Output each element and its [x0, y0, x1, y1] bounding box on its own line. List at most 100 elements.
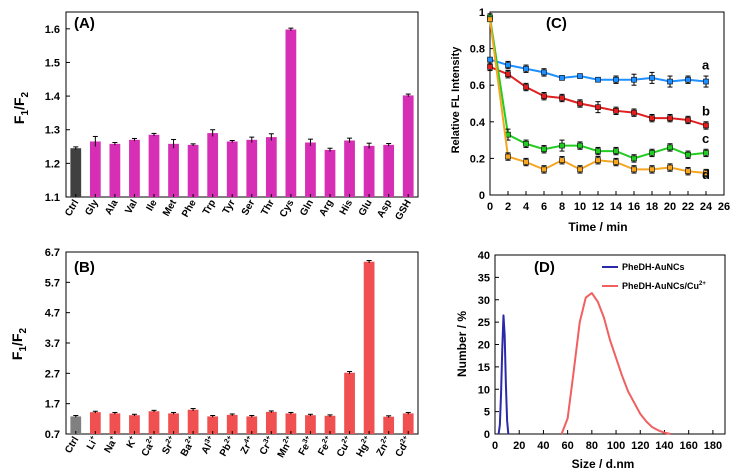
panel-c-series-b-point [541, 93, 547, 99]
panel-d-x-tick-label: 0 [492, 440, 498, 452]
panel-b-ylabel-sep: /F [9, 333, 25, 346]
panel-b-x-tick-label: Na+ [102, 435, 121, 456]
panel-b-x-tick-label-sup: 2+ [145, 435, 155, 445]
panel-b-x-tick-label: Zr4+ [238, 435, 257, 457]
panel-c-series-b-point [685, 117, 691, 123]
panel-a-bar [168, 143, 179, 197]
panel-b-x-tick-label-base: Hg [355, 442, 371, 459]
panel-c-series-a-point [505, 62, 511, 68]
panel-c-series-b-line [489, 65, 707, 127]
panel-c-series-c-point [541, 146, 547, 153]
panel-b-bar [383, 416, 395, 434]
panel-b-x-tick-label-sup: 2+ [184, 435, 194, 445]
panel-c-series-d-point [649, 166, 655, 173]
panel-a-bar [70, 148, 82, 197]
panel-c-series-b-point [649, 115, 655, 121]
panel-c-series-b-point [703, 122, 709, 129]
panel-b-x-tick-label-sup: 2+ [399, 435, 409, 445]
panel-b-x-tick-label-base: Pb [218, 442, 234, 459]
panel-d-x-tick-label: 120 [631, 440, 649, 452]
panel-a-bar [285, 29, 297, 198]
panel-b-x-tick-label-base: Cd [394, 442, 410, 459]
panel-b-bar [226, 414, 238, 434]
panel-d-x-tick-label: 140 [655, 440, 673, 452]
panel-b-bar [109, 413, 121, 434]
panel-b-bar [207, 416, 219, 434]
panel-a-y-tick-label: 1.5 [45, 57, 60, 69]
panel-a-x-tick-label: Ile [145, 198, 160, 214]
panel-c-x-tick-label: 4 [523, 201, 530, 213]
panel-c-series-d-point [505, 153, 511, 160]
panel-a-x-tick-label: Gln [298, 198, 316, 218]
panel-c-series-c-point [559, 142, 565, 149]
panel-a-x-tick-label: GSH [393, 198, 413, 222]
panel-a-ylabel-sub1: 1 [20, 110, 31, 116]
panel-b-x-tick-label-base: Cu [335, 442, 351, 459]
panel-a-bar [344, 140, 355, 197]
panel-d-y-axis-label: Number / % [455, 311, 469, 377]
panel-d-x-tick-label: 80 [586, 440, 598, 452]
panel-a-bar [265, 137, 277, 197]
panel-b-bar [344, 372, 355, 434]
panel-c-series-b-point [595, 104, 601, 110]
panel-b-x-tick-label: Cu2+ [334, 435, 355, 459]
panel-a-x-tick-label: Arg [317, 198, 335, 218]
panel-c-series-d-point [613, 159, 619, 165]
panel-a-bar-chart: 1.1 1.2 1.3 1.4 1.5 1.6 Ctrl Gly Ala Val Ile Met Phe… [45, 11, 419, 222]
panel-a-plot-frame [65, 11, 419, 198]
panel-b-bar [402, 413, 414, 434]
panel-c-series-d-point [595, 157, 601, 164]
panel-b-x-tick-label: Pb2+ [217, 435, 238, 459]
panel-b-x-tick-label-base: Sr [160, 442, 175, 457]
panel-d-series-0-line [497, 314, 510, 435]
panel-a-x-tick-label: Gly [83, 198, 101, 218]
panel-a-y-tick-label: 1.4 [45, 91, 61, 103]
panel-a-x-tick-label: Thr [259, 198, 277, 218]
panel-b-x-tick-label: Ctrl [63, 435, 81, 456]
panel-c-x-tick-label: 18 [646, 201, 658, 213]
panel-b-x-tick-label-sup: + [128, 435, 136, 442]
panel-b-y-tick-label: 4.7 [45, 308, 60, 320]
panel-c-x-tick-label: 2 [505, 201, 511, 213]
panel-d-x-tick-label: 180 [704, 440, 722, 452]
legend-label-pheDH-AuNCs: PheDH-AuNCs [622, 262, 685, 272]
panel-d-y-tick-label: 25 [478, 317, 490, 329]
panel-b-x-tick-label-sup: 2+ [223, 435, 233, 445]
panel-b-bar [285, 413, 297, 434]
panel-d-y-tick-label: 40 [478, 250, 490, 262]
panel-c-series-c-point [649, 150, 655, 156]
panel-c-x-tick-label: 20 [664, 201, 676, 213]
panel-b-x-tick-label: Cd2+ [393, 435, 414, 459]
panel-c-series-d-point [703, 170, 709, 176]
panel-c-series-a-point [649, 75, 655, 81]
panel-b-x-tick-label-base: Na [103, 438, 119, 455]
panel-c-series-c-point [613, 148, 619, 154]
panel-b-x-tick-label: K+ [124, 435, 140, 451]
panel-c-x-tick-label: 0 [487, 201, 493, 213]
panel-a-bar [187, 144, 199, 197]
panel-c-series-c-point [631, 155, 637, 162]
panel-a-x-tick-label: Ctrl [63, 198, 81, 219]
panel-c-x-tick-label: 6 [541, 201, 547, 213]
panel-b-x-tick-label: Fe2+ [315, 435, 335, 458]
panel-a-ylabel-main: F [11, 115, 27, 124]
panel-a-x-tick-label: Met [161, 197, 179, 218]
legend-label-cu-sup: 2+ [699, 281, 706, 287]
panel-b-y-tick-label: 3.7 [45, 338, 60, 350]
panel-c-x-tick-label: 12 [592, 201, 604, 213]
panel-b-x-tick-label-base: Cr [258, 442, 273, 457]
panel-d-series-1-line [560, 292, 671, 435]
panel-b-x-tick-label-sup: 3+ [263, 435, 273, 445]
panel-b-x-tick-label-sup: 2+ [165, 435, 175, 445]
panel-d-y-tick-label: 35 [478, 272, 490, 284]
panel-d-y-tick-label: 5 [484, 407, 490, 419]
panel-c-series-b-point [613, 108, 619, 114]
panel-d-x-tick-label: 60 [562, 440, 574, 452]
panel-b-x-tick-label-base: Ba [179, 442, 195, 459]
panel-c-x-tick-label: 8 [559, 201, 565, 213]
panel-b-y-tick-label: 2.7 [45, 368, 60, 380]
panel-b-x-tick-label-sup: + [88, 435, 96, 442]
panel-a-x-tick-label: Val [123, 198, 140, 216]
